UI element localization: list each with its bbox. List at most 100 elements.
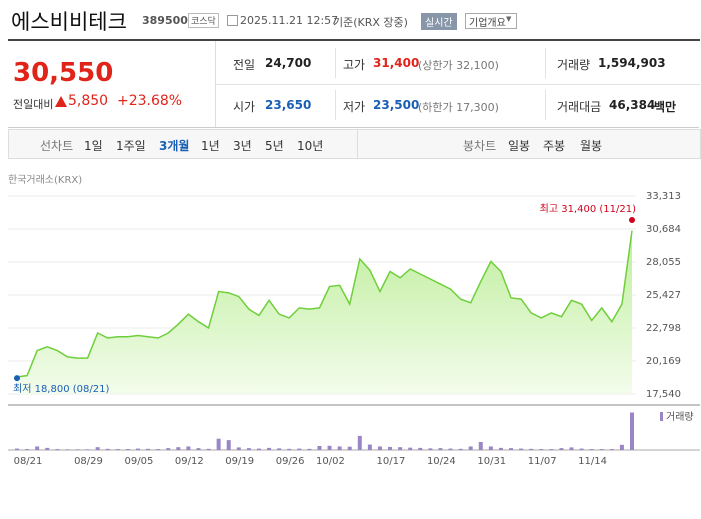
candle-tab[interactable]: 일봉 — [508, 139, 531, 153]
x-tick-label: 09/19 — [225, 456, 254, 467]
volume-bar — [35, 446, 40, 450]
legend-label: 거래량 — [666, 411, 694, 423]
volume-bar — [45, 447, 50, 450]
tab-bar — [8, 129, 701, 159]
x-tick-label: 08/21 — [14, 456, 43, 467]
tab-group-label: 봉차트 — [463, 139, 497, 153]
volume-bar — [297, 448, 302, 450]
volume-bar — [156, 449, 161, 450]
stat-label: 시가 — [233, 100, 256, 114]
period-tab[interactable]: 10년 — [297, 139, 324, 153]
divider — [215, 41, 216, 127]
basis: 기준(KRX 장중) — [333, 16, 408, 29]
code: 389500 — [142, 14, 188, 27]
y-tick-label: 33,313 — [646, 191, 681, 202]
volume-bar — [256, 448, 261, 450]
stat-value: 31,400 — [373, 56, 420, 70]
price-area — [17, 230, 632, 394]
volume-bar — [630, 412, 634, 450]
y-tick-label: 20,169 — [646, 356, 681, 367]
stat-label: 고가 — [343, 58, 366, 72]
volume-bar — [458, 448, 463, 450]
divider — [357, 130, 358, 158]
candle-tab[interactable]: 월봉 — [580, 139, 603, 153]
candle-tab[interactable]: 주봉 — [543, 139, 566, 153]
volume-bar — [317, 446, 322, 450]
divider — [545, 90, 546, 120]
volume-bar — [589, 449, 594, 450]
volume-bar — [75, 449, 80, 450]
volume-bar — [377, 446, 382, 450]
header-rule — [8, 39, 700, 41]
volume-bar — [448, 448, 453, 450]
volume-bar — [15, 448, 19, 450]
x-tick-label: 11/07 — [528, 456, 557, 467]
stats-box — [8, 41, 699, 128]
x-tick-label: 11/14 — [578, 456, 607, 467]
divider — [335, 48, 336, 78]
volume-bar — [25, 449, 30, 450]
volume-bar — [347, 446, 352, 450]
volume-bar — [115, 449, 120, 450]
period-tab[interactable]: 1주일 — [116, 139, 146, 153]
volume-bar — [519, 448, 524, 450]
volume-bar — [166, 448, 171, 450]
change: 5,850 — [68, 93, 109, 109]
overview-button[interactable] — [465, 13, 517, 29]
period-tab[interactable]: 3개월 — [159, 139, 190, 153]
realtime-button[interactable]: 실시간 — [421, 13, 457, 30]
stat-value: 23,650 — [265, 98, 312, 112]
y-tick-label: 22,798 — [646, 323, 681, 334]
volume-bar — [287, 448, 292, 450]
volume-bar — [468, 446, 473, 450]
period-tab[interactable]: 1년 — [201, 139, 220, 153]
y-tick-label: 25,427 — [646, 290, 681, 301]
stat-value: 24,700 — [265, 56, 312, 70]
volume-bar — [277, 448, 282, 450]
volume-bar — [367, 444, 372, 450]
volume-bar — [226, 440, 231, 450]
stat-unit: 백만 — [654, 100, 677, 114]
volume-bar — [408, 447, 413, 450]
volume-bar — [246, 448, 251, 450]
volume-bar — [388, 446, 393, 450]
volume-bar — [196, 448, 201, 450]
volume-bar — [337, 446, 342, 450]
volume-bar — [599, 449, 604, 450]
volume-bar — [498, 447, 503, 450]
x-tick-label: 09/26 — [276, 456, 305, 467]
calendar-icon — [227, 15, 238, 26]
stat-note: (하한가 17,300) — [418, 101, 499, 114]
x-tick-label: 08/29 — [74, 456, 103, 467]
stat-value: 23,500 — [373, 98, 420, 112]
volume-bar — [186, 446, 191, 450]
volume-bar — [569, 447, 574, 450]
y-tick-label: 28,055 — [646, 257, 681, 268]
title: 에스비비테크 — [11, 10, 127, 34]
period-tab[interactable]: 5년 — [265, 139, 284, 153]
stat-label: 저가 — [343, 100, 366, 114]
volume-bar — [529, 448, 534, 450]
volume-bar — [398, 447, 403, 450]
volume-bar — [549, 449, 554, 450]
x-tick-label: 10/24 — [427, 456, 456, 467]
volume-bar — [488, 446, 493, 450]
volume-bar — [267, 447, 272, 450]
divider — [335, 90, 336, 120]
volume-bar — [105, 448, 110, 450]
period-tab[interactable]: 1일 — [84, 139, 103, 153]
low-marker — [14, 375, 20, 382]
up-arrow — [55, 96, 67, 107]
dropdown-arrow: ▼ — [506, 15, 512, 23]
volume-bar — [55, 449, 60, 450]
volume-bar — [619, 444, 624, 450]
volume-bar — [135, 448, 140, 450]
volume-bar — [85, 449, 90, 450]
x-tick-label: 10/02 — [316, 456, 345, 467]
volume-bar — [206, 448, 211, 450]
volume-bar — [509, 448, 514, 450]
volume-bar — [579, 448, 584, 450]
period-tab[interactable]: 3년 — [233, 139, 252, 153]
volume-bar — [95, 447, 100, 450]
